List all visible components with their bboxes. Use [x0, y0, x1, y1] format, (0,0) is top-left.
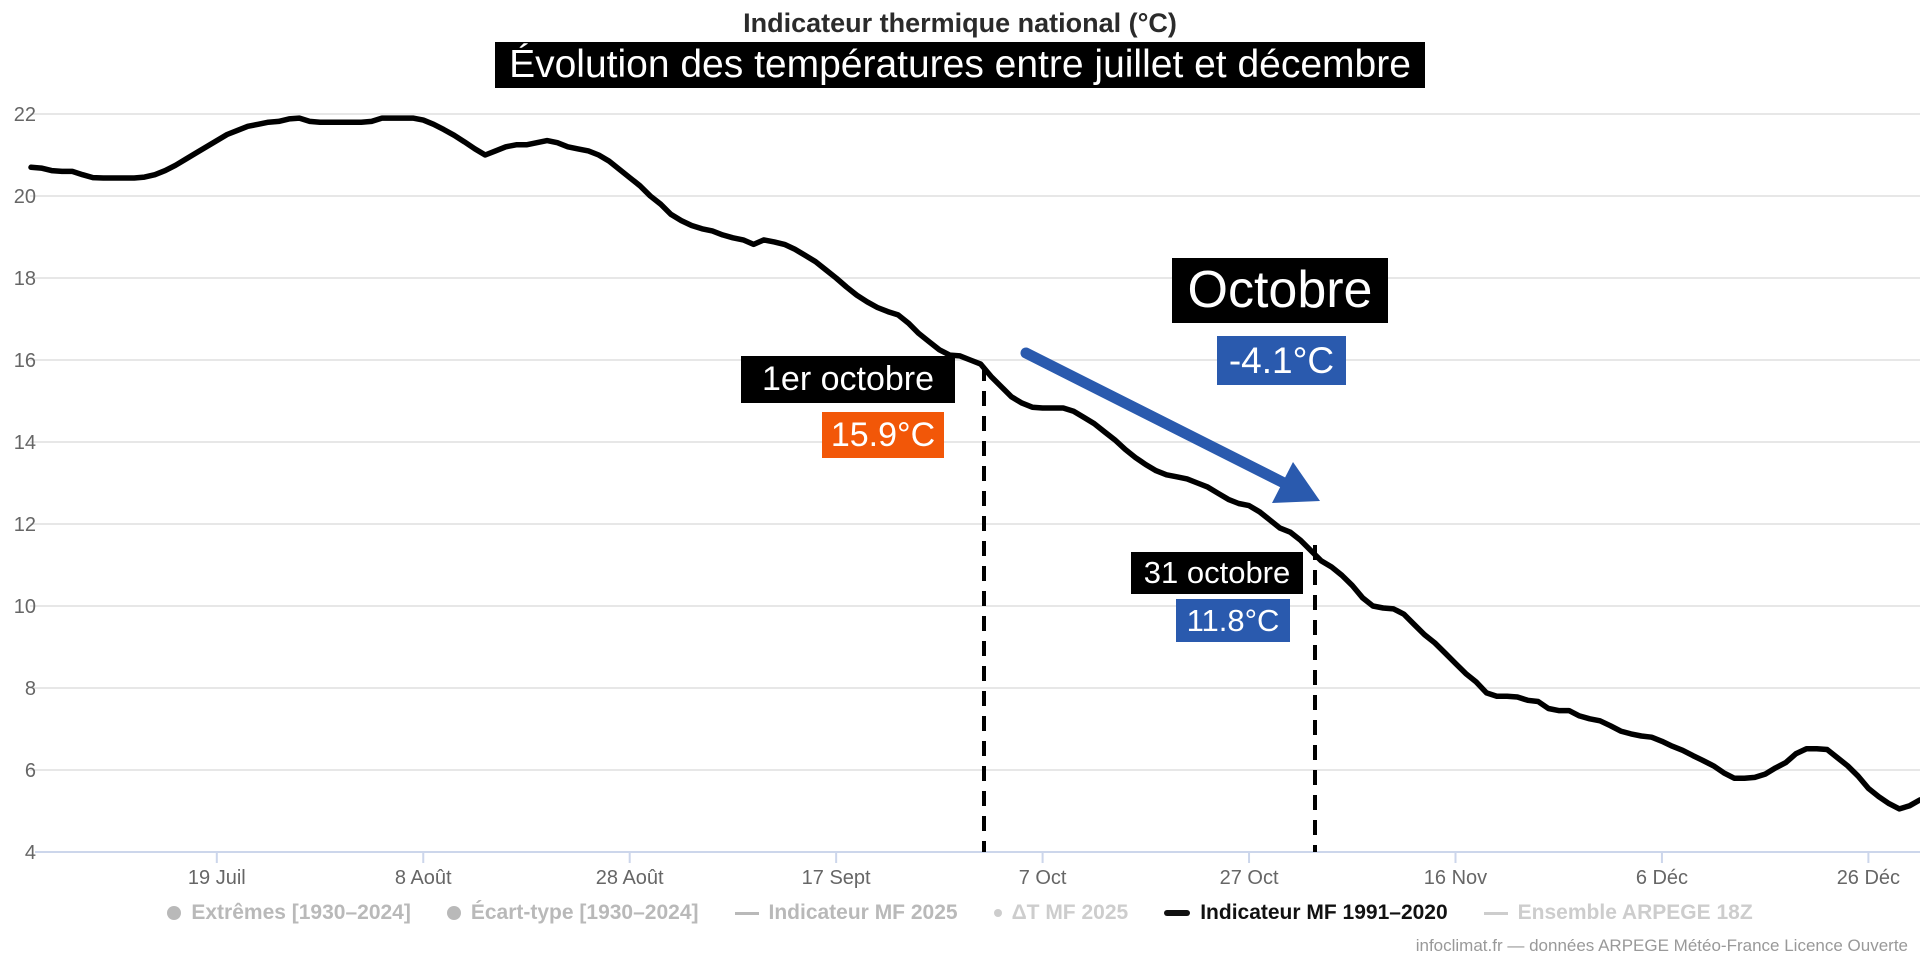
legend: Extrêmes [1930–2024] Écart-type [1930–20…: [0, 893, 1920, 933]
legend-item-extremes[interactable]: Extrêmes [1930–2024]: [167, 901, 411, 925]
legend-label: Extrêmes [1930–2024]: [191, 901, 411, 924]
svg-text:17 Sept: 17 Sept: [802, 867, 871, 889]
svg-text:10: 10: [14, 596, 36, 618]
svg-text:26 Déc: 26 Déc: [1837, 867, 1900, 889]
light-line-marker-icon: [1483, 911, 1508, 915]
svg-text:27 Oct: 27 Oct: [1220, 867, 1279, 889]
annotation-oct1-label: 1er octobre: [741, 356, 955, 403]
svg-text:12: 12: [14, 514, 36, 536]
annotation-oct31-label: 31 octobre: [1131, 552, 1303, 594]
svg-text:19 Juil: 19 Juil: [188, 867, 246, 889]
thick-line-marker-icon: [1164, 910, 1191, 916]
circle-marker-icon: [446, 906, 461, 920]
legend-item-ecart-type[interactable]: Écart-type [1930–2024]: [446, 901, 699, 925]
line-marker-icon: [734, 911, 759, 915]
svg-text:16: 16: [14, 350, 36, 372]
chart-subtitle-row: Évolution des températures entre juillet…: [0, 42, 1920, 88]
legend-item-indicateur-1991-2020[interactable]: Indicateur MF 1991–2020: [1164, 901, 1448, 925]
svg-text:16 Nov: 16 Nov: [1424, 867, 1487, 889]
svg-text:8: 8: [25, 678, 36, 700]
svg-text:14: 14: [14, 432, 36, 454]
svg-text:18: 18: [14, 268, 36, 290]
legend-label: ΔT MF 2025: [1011, 901, 1129, 924]
legend-item-indicateur-2025[interactable]: Indicateur MF 2025: [734, 901, 958, 925]
legend-label: Indicateur MF 1991–2020: [1200, 901, 1448, 924]
legend-label: Ensemble ARPEGE 18Z: [1517, 901, 1753, 924]
svg-text:6: 6: [25, 760, 36, 782]
annotation-oct31-value: 11.8°C: [1176, 599, 1290, 642]
svg-text:20: 20: [14, 186, 36, 208]
legend-item-ensemble-arpege[interactable]: Ensemble ARPEGE 18Z: [1483, 901, 1753, 925]
chart-subtitle: Évolution des températures entre juillet…: [495, 42, 1425, 88]
svg-text:22: 22: [14, 104, 36, 126]
dot-marker-icon: [993, 909, 1002, 917]
annotation-october-label: Octobre: [1172, 258, 1388, 323]
annotation-october-value: -4.1°C: [1217, 336, 1346, 385]
svg-text:28 Août: 28 Août: [596, 867, 664, 889]
annotation-oct1-value: 15.9°C: [822, 412, 944, 458]
svg-text:7 Oct: 7 Oct: [1019, 867, 1067, 889]
svg-text:6 Déc: 6 Déc: [1636, 867, 1688, 889]
legend-label: Écart-type [1930–2024]: [470, 901, 699, 924]
legend-label: Indicateur MF 2025: [768, 901, 958, 924]
svg-text:8 Août: 8 Août: [395, 867, 452, 889]
circle-marker-icon: [167, 906, 182, 920]
svg-text:4: 4: [25, 842, 36, 864]
legend-item-delta-t-2025[interactable]: ΔT MF 2025: [993, 901, 1129, 925]
credit-line: infoclimat.fr — données ARPEGE Météo-Fra…: [1415, 936, 1908, 955]
chart-title: Indicateur thermique national (°C): [743, 8, 1177, 38]
